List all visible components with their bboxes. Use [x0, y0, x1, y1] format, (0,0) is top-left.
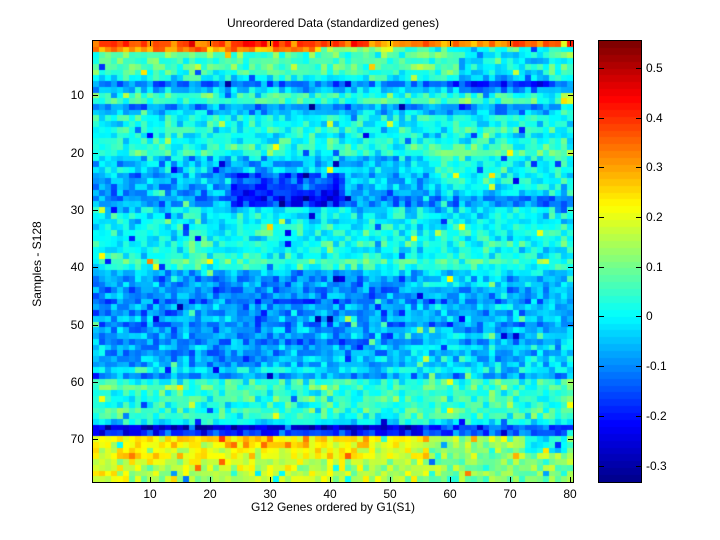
tick-mark	[599, 217, 604, 218]
heatmap-canvas	[93, 41, 573, 482]
y-tick-label: 20	[70, 146, 84, 160]
tick-mark	[636, 267, 641, 268]
tick-mark	[599, 316, 604, 317]
colorbar-tick-label: 0	[646, 309, 653, 323]
tick-mark	[510, 41, 511, 46]
tick-mark	[599, 416, 604, 417]
tick-mark	[568, 439, 573, 440]
tick-mark	[636, 167, 641, 168]
tick-mark	[390, 477, 391, 482]
tick-mark	[568, 325, 573, 326]
tick-mark	[570, 41, 571, 46]
x-tick-label: 30	[263, 487, 277, 501]
tick-mark	[568, 382, 573, 383]
tick-mark	[390, 41, 391, 46]
tick-mark	[636, 416, 641, 417]
colorbar-tick-label: 0.3	[646, 160, 663, 174]
tick-mark	[150, 41, 151, 46]
tick-mark	[450, 41, 451, 46]
tick-mark	[636, 118, 641, 119]
tick-mark	[599, 267, 604, 268]
y-tick-label: 70	[70, 432, 84, 446]
colorbar-tick-label: -0.3	[646, 459, 667, 473]
tick-mark	[93, 210, 98, 211]
y-axis-label: Samples - S128	[30, 221, 44, 307]
tick-mark	[599, 167, 604, 168]
colorbar-tick-label: 0.5	[646, 61, 663, 75]
y-tick-label: 50	[70, 318, 84, 332]
tick-mark	[636, 366, 641, 367]
tick-mark	[636, 68, 641, 69]
x-tick-label: 80	[563, 487, 577, 501]
y-tick-label: 30	[70, 203, 84, 217]
chart-title: Unreordered Data (standardized genes)	[226, 16, 440, 30]
tick-mark	[568, 95, 573, 96]
tick-mark	[330, 477, 331, 482]
colorbar-tick-label: 0.4	[646, 111, 663, 125]
tick-mark	[450, 477, 451, 482]
y-tick-label: 60	[70, 375, 84, 389]
tick-mark	[93, 153, 98, 154]
tick-mark	[150, 477, 151, 482]
x-tick-label: 40	[323, 487, 337, 501]
tick-mark	[93, 267, 98, 268]
tick-mark	[568, 210, 573, 211]
x-tick-label: 20	[203, 487, 217, 501]
colorbar-tick-label: -0.2	[646, 409, 667, 423]
tick-mark	[93, 439, 98, 440]
tick-mark	[636, 217, 641, 218]
x-axis-label: G12 Genes ordered by G1(S1)	[250, 500, 416, 514]
tick-mark	[599, 466, 604, 467]
x-tick-label: 60	[443, 487, 457, 501]
tick-mark	[93, 382, 98, 383]
tick-mark	[570, 477, 571, 482]
x-tick-label: 10	[143, 487, 157, 501]
colorbar-canvas	[599, 41, 641, 482]
tick-mark	[93, 95, 98, 96]
y-tick-label: 40	[70, 260, 84, 274]
tick-mark	[93, 325, 98, 326]
x-tick-label: 50	[383, 487, 397, 501]
x-tick-label: 70	[503, 487, 517, 501]
tick-mark	[210, 41, 211, 46]
y-tick-label: 10	[70, 88, 84, 102]
colorbar-tick-label: 0.2	[646, 210, 663, 224]
tick-mark	[510, 477, 511, 482]
tick-mark	[270, 477, 271, 482]
colorbar-tick-label: 0.1	[646, 260, 663, 274]
tick-mark	[599, 118, 604, 119]
tick-mark	[568, 153, 573, 154]
tick-mark	[330, 41, 331, 46]
tick-mark	[210, 477, 211, 482]
tick-mark	[270, 41, 271, 46]
tick-mark	[636, 316, 641, 317]
tick-mark	[599, 366, 604, 367]
tick-mark	[568, 267, 573, 268]
colorbar-tick-label: -0.1	[646, 359, 667, 373]
tick-mark	[636, 466, 641, 467]
tick-mark	[599, 68, 604, 69]
